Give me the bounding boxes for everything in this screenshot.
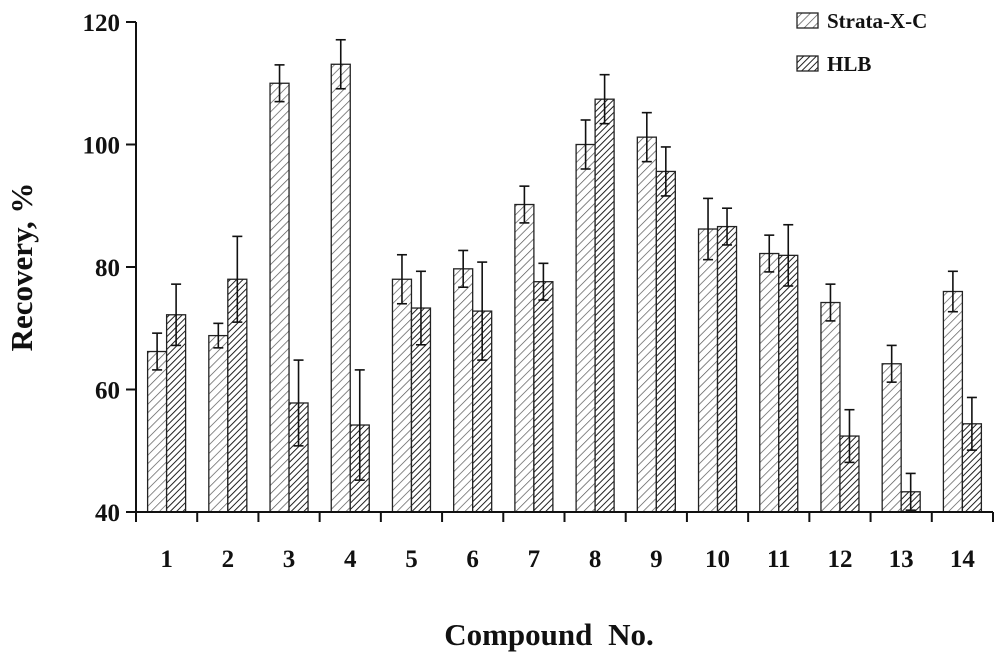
x-tick-label: 1 [160,546,173,573]
error-bar-hlb [354,369,365,481]
error-bar-hlb [415,270,426,346]
error-bar-hlb [783,223,794,287]
x-tick-label: 9 [650,546,663,573]
x-tick-label: 12 [827,546,852,573]
error-bar-hlb [477,261,488,361]
error-bar-hlb [538,262,549,301]
bar-strata-x-c [514,203,535,513]
error-bar-hlb [293,359,304,447]
error-bar-strata-x-c [580,119,591,170]
bar-strata-x-c [391,278,413,513]
bars-group [146,63,983,513]
bar-strata-x-c [208,334,229,513]
x-tick-label: 10 [705,546,730,573]
x-tick-label: 13 [889,546,914,573]
x-tick-label: 5 [405,546,418,573]
y-tick-label: 40 [95,500,120,527]
error-bar-strata-x-c [947,270,958,313]
bar-hlb [778,254,799,513]
y-tick-label: 120 [83,10,121,37]
bar-strata-x-c [636,136,657,513]
error-bar-strata-x-c [458,249,469,289]
x-tick-label: 8 [589,546,602,573]
bar-hlb [716,225,738,513]
y-tick-label: 80 [95,255,120,282]
y-tick-label: 60 [95,378,120,405]
y-tick-label: 100 [83,133,121,160]
bar-strata-x-c [820,301,841,513]
error-bar-hlb [966,396,977,451]
error-bar-hlb [844,408,855,464]
legend: Strata-X-C HLB [796,9,927,76]
bar-strata-x-c [269,82,290,513]
bar-hlb [655,170,676,513]
bar-hlb [533,281,554,513]
x-ticks-group: 1 2 3 4 5 6 7 8 9 10 11 12 13 14 [135,512,994,573]
error-bar-strata-x-c [213,322,224,349]
x-tick-label: 3 [283,546,296,573]
bar-strata-x-c [575,143,596,513]
error-bar-strata-x-c [764,234,775,273]
error-bar-strata-x-c [703,197,714,261]
y-ticks-group: 40 60 80 100 120 [83,10,136,527]
x-tick-label: 2 [222,546,235,573]
legend-label-strata-x-c: Strata-X-C [827,9,927,33]
error-bar-strata-x-c [396,253,407,305]
error-bar-strata-x-c [519,185,530,224]
error-bar-strata-x-c [641,111,652,163]
x-tick-label: 7 [528,546,541,573]
bar-strata-x-c [697,228,719,513]
bar-hlb [594,98,615,513]
legend-swatch-hlb [796,55,819,72]
axes [135,22,993,513]
error-bar-hlb [905,472,916,511]
bar-strata-x-c [759,252,780,513]
error-bar-strata-x-c [886,344,897,383]
error-bar-strata-x-c [274,64,285,103]
x-tick-label: 11 [767,546,791,573]
error-bar-strata-x-c [825,283,836,322]
error-bar-strata-x-c [335,38,346,90]
error-bar-hlb [599,73,610,125]
x-tick-label: 6 [466,546,479,573]
x-tick-label: 4 [344,546,357,573]
error-bar-strata-x-c [152,332,163,371]
error-bars-group [152,38,977,511]
bar-strata-x-c [453,268,474,513]
error-bar-hlb [171,283,182,347]
error-bar-hlb [660,146,671,197]
y-axis-title: Recovery, % [4,183,39,352]
bar-strata-x-c [146,350,168,513]
bar-strata-x-c [881,363,902,513]
legend-label-hlb: HLB [827,52,871,76]
error-bar-hlb [232,235,243,323]
x-axis-title: Compound No. [444,617,654,652]
bar-strata-x-c [942,290,964,513]
bar-strata-x-c [330,63,351,513]
error-bar-hlb [722,207,733,246]
legend-swatch-strata-x-c [796,12,819,29]
x-tick-label: 14 [950,546,976,573]
